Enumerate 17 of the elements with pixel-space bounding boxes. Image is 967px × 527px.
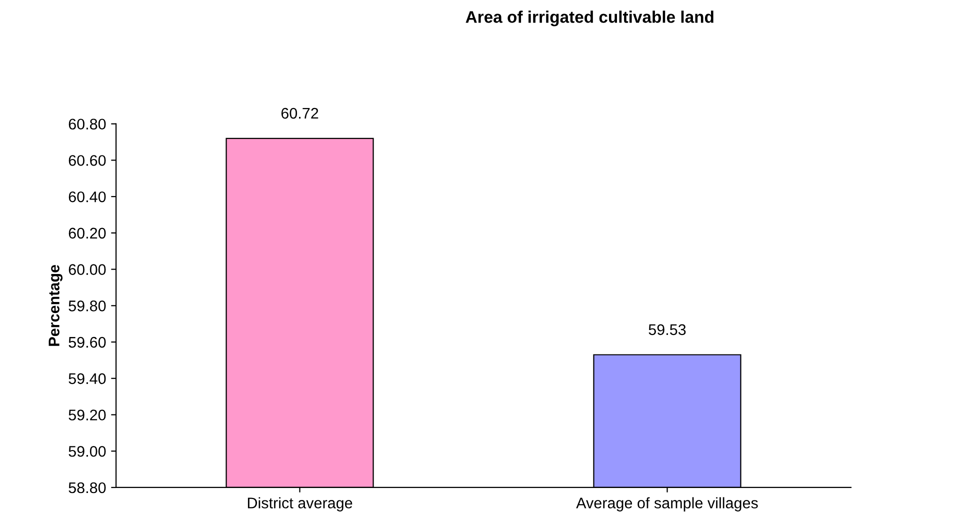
- y-tick-label: 59.20: [68, 410, 106, 420]
- y-tick-label: 60.40: [68, 191, 106, 202]
- y-tick-label: 59.60: [68, 336, 106, 348]
- x-tick-label: Average of sample villages: [576, 497, 758, 512]
- y-tick-label: 59.40: [68, 373, 106, 384]
- y-tick-label: 59.80: [68, 300, 106, 312]
- y-tick-label: 60.80: [68, 118, 106, 130]
- data-label: 60.72: [281, 108, 318, 119]
- y-tick-label: 60.20: [68, 228, 106, 239]
- y-tick-label: 60.00: [68, 264, 106, 275]
- y-tick-label: 60.60: [68, 155, 106, 166]
- data-label: 59.53: [648, 324, 686, 336]
- y-axis-title: Percentage: [48, 264, 63, 346]
- x-tick-label: District average: [248, 497, 352, 512]
- chart-title: Area of irrigated cultivable land: [466, 10, 714, 26]
- y-tick-label: 58.80: [68, 482, 106, 494]
- y-tick-label: 59.00: [68, 446, 106, 457]
